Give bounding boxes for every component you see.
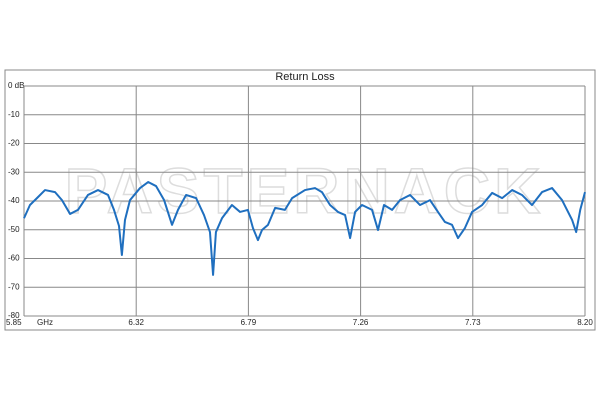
x-tick-label: 5.85 (6, 318, 22, 327)
x-axis-label: GHz (37, 318, 53, 327)
chart-frame (4, 69, 596, 331)
y-tick-label: -70 (8, 282, 20, 291)
y-tick-label: -50 (8, 225, 20, 234)
chart-title: Return Loss (275, 71, 335, 83)
x-tick-label: 7.26 (353, 318, 369, 327)
y-tick-label: 0 dB (8, 81, 24, 90)
y-tick-label: -40 (8, 196, 20, 205)
x-tick-label: 8.20 (577, 318, 593, 327)
x-tick-label: 6.79 (241, 318, 257, 327)
y-tick-label: -30 (8, 167, 20, 176)
y-tick-label: -20 (8, 139, 20, 148)
y-tick-label: -60 (8, 254, 20, 263)
data-line (23, 181, 586, 276)
y-tick-label: -10 (8, 110, 20, 119)
x-tick-label: 6.32 (128, 318, 144, 327)
y-tick-label: -80 (8, 311, 20, 320)
x-tick-label: 7.73 (465, 318, 481, 327)
